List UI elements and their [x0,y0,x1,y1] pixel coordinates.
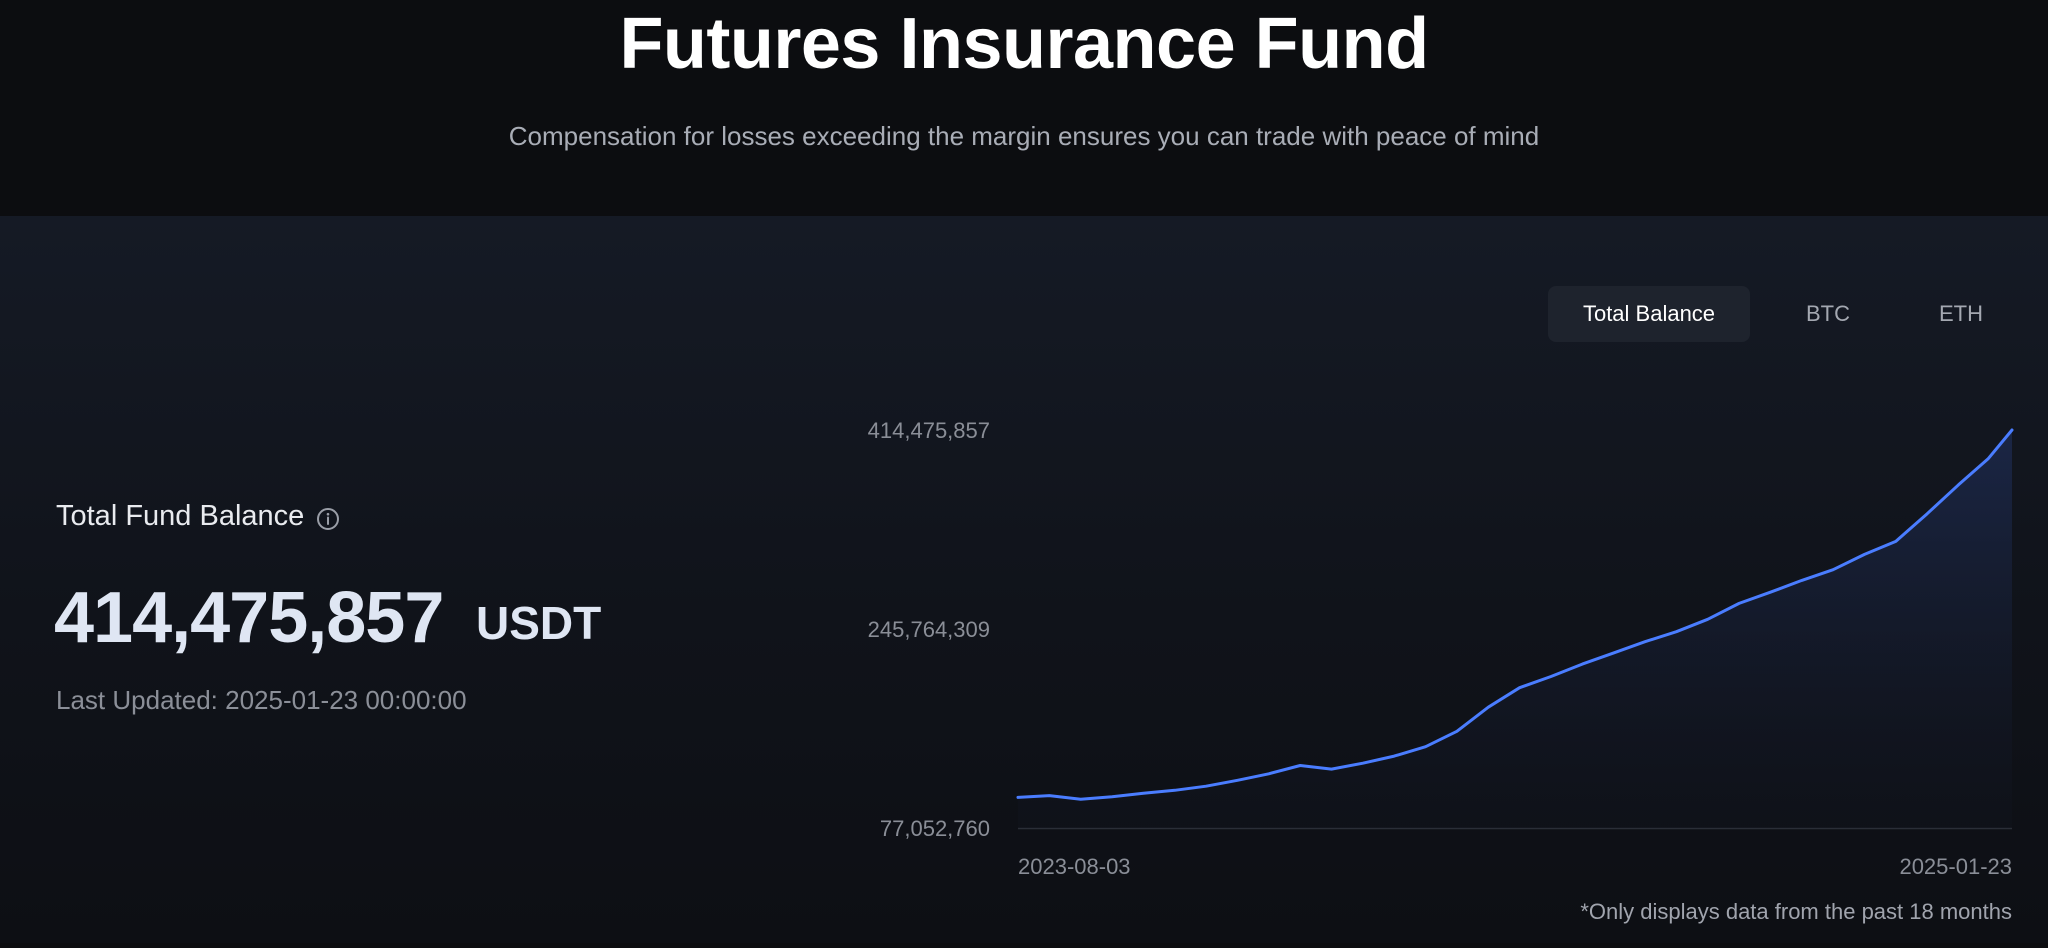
series-line [1016,428,2014,801]
page-title: Futures Insurance Fund [619,4,1429,84]
total-fund-balance-label-row: Total Fund Balance [56,498,340,534]
tab-btc[interactable]: BTC [1806,301,1850,326]
page-subtitle: Compensation for losses exceeding the ma… [508,121,1540,151]
tab-eth[interactable]: ETH [1939,301,1983,326]
y-tick-label: 414,475,857 [868,418,990,443]
total-fund-balance-label: Total Fund Balance [56,500,305,532]
y-tick-label: 245,764,309 [868,617,990,642]
x-tick-label: 2023-08-03 [1018,854,1131,879]
info-circle-icon[interactable] [316,504,340,530]
data-range-footnote: *Only displays data from the past 18 mon… [1580,899,2012,924]
asset-tabs: Total Balance BTC ETH [1548,286,2016,342]
tab-total-balance[interactable]: Total Balance [1548,286,1750,342]
hero-header: Futures Insurance Fund Compensation for … [0,0,2048,216]
series-area [1018,430,2012,828]
last-updated-timestamp: Last Updated: 2025-01-23 00:00:00 [56,685,467,715]
y-tick-label: 77,052,760 [880,816,990,841]
balance-chart[interactable]: 414,475,857 245,764,309 77,052,760 2023-08-… [820,296,2048,943]
total-fund-balance-value: 414,475,857 [54,578,444,658]
balance-unit: USDT [476,597,602,649]
x-tick-label: 2025-01-23 [1899,854,2012,879]
fund-panel: Total Fund Balance 414,475,857 USDT Last… [0,216,2048,943]
balance-chart-svg: 414,475,857 245,764,309 77,052,760 2023-08-… [868,418,2014,879]
